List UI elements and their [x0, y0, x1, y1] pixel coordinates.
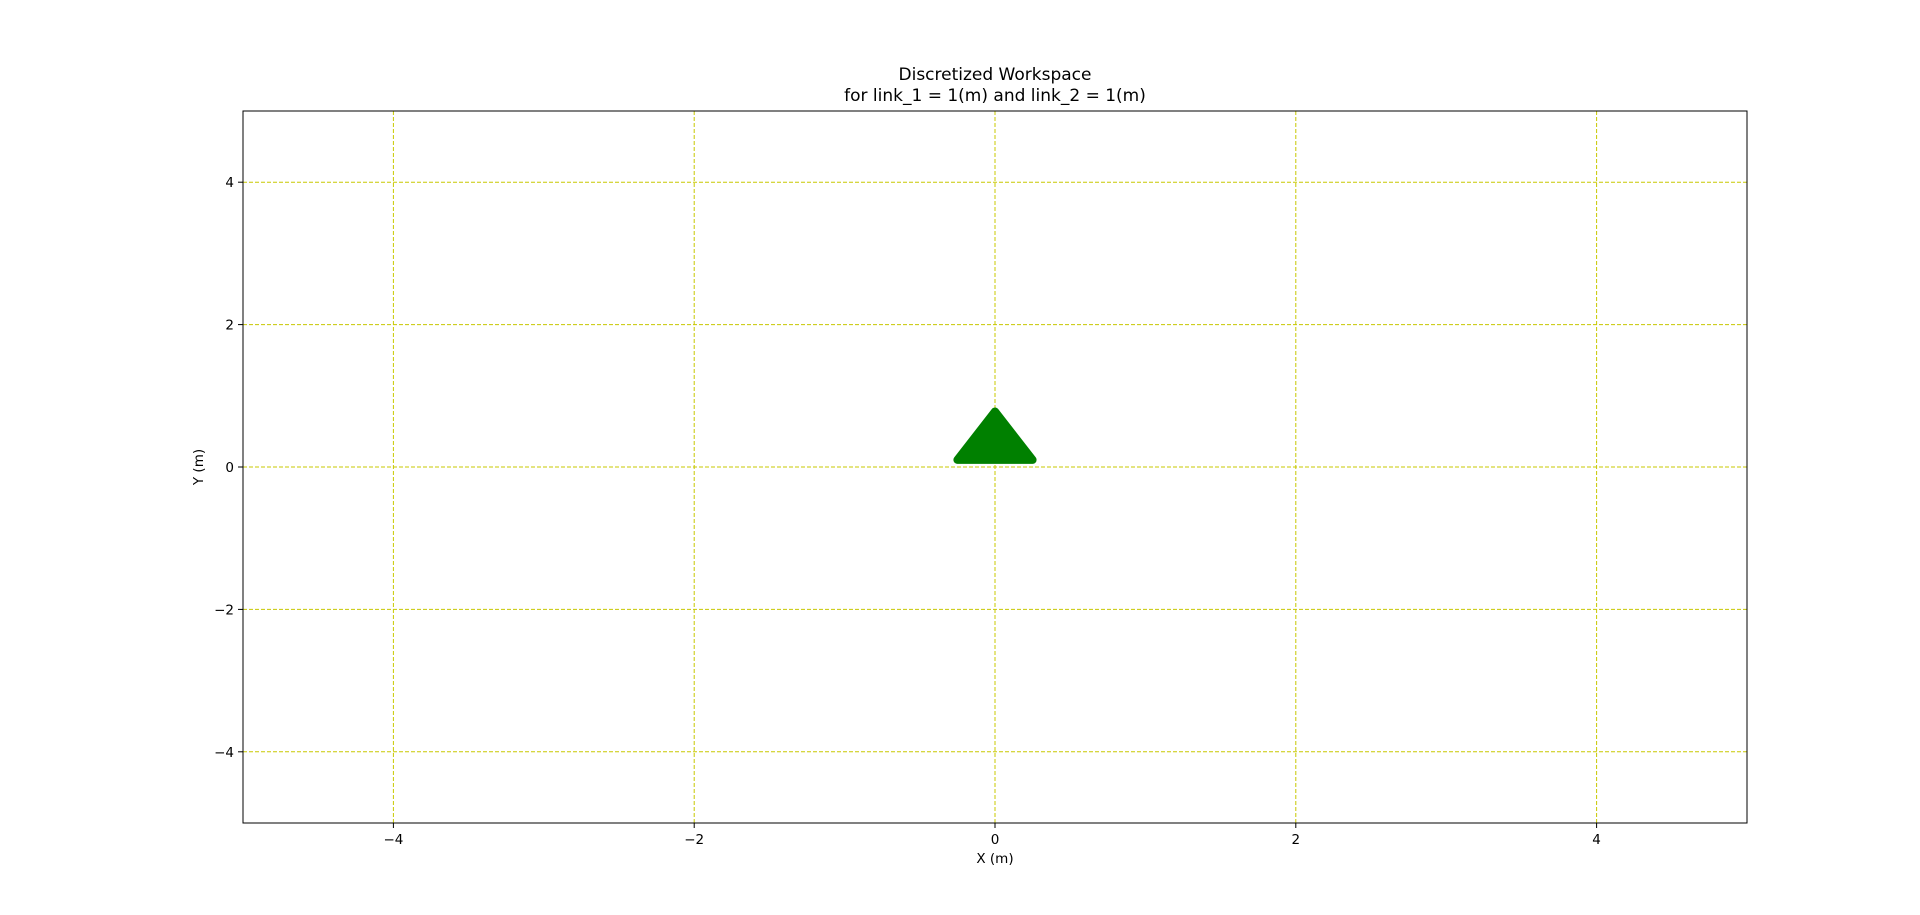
data-region — [953, 407, 1037, 464]
chart-title-line2: for link_1 = 1(m) and link_2 = 1(m) — [844, 86, 1146, 106]
x-tick-label: 2 — [1292, 832, 1301, 848]
x-tick-label: 4 — [1592, 832, 1601, 848]
y-tick-label: 0 — [225, 460, 234, 476]
y-axis-ticks: −4 −2 0 2 4 — [214, 175, 243, 761]
y-axis-label: Y (m) — [191, 449, 207, 486]
y-tick-label: 2 — [225, 318, 234, 334]
x-tick-label: 0 — [991, 832, 1000, 848]
workspace-region — [953, 407, 1037, 464]
grid — [243, 111, 1747, 823]
chart-title-line1: Discretized Workspace — [899, 65, 1092, 85]
y-tick-label: −4 — [214, 745, 234, 761]
x-tick-label: −4 — [383, 832, 403, 848]
x-axis-label: X (m) — [976, 851, 1013, 867]
x-axis-ticks: −4 −2 0 2 4 — [383, 823, 1601, 848]
x-tick-label: −2 — [684, 832, 704, 848]
y-tick-label: −2 — [214, 602, 234, 618]
y-tick-label: 4 — [225, 175, 234, 191]
